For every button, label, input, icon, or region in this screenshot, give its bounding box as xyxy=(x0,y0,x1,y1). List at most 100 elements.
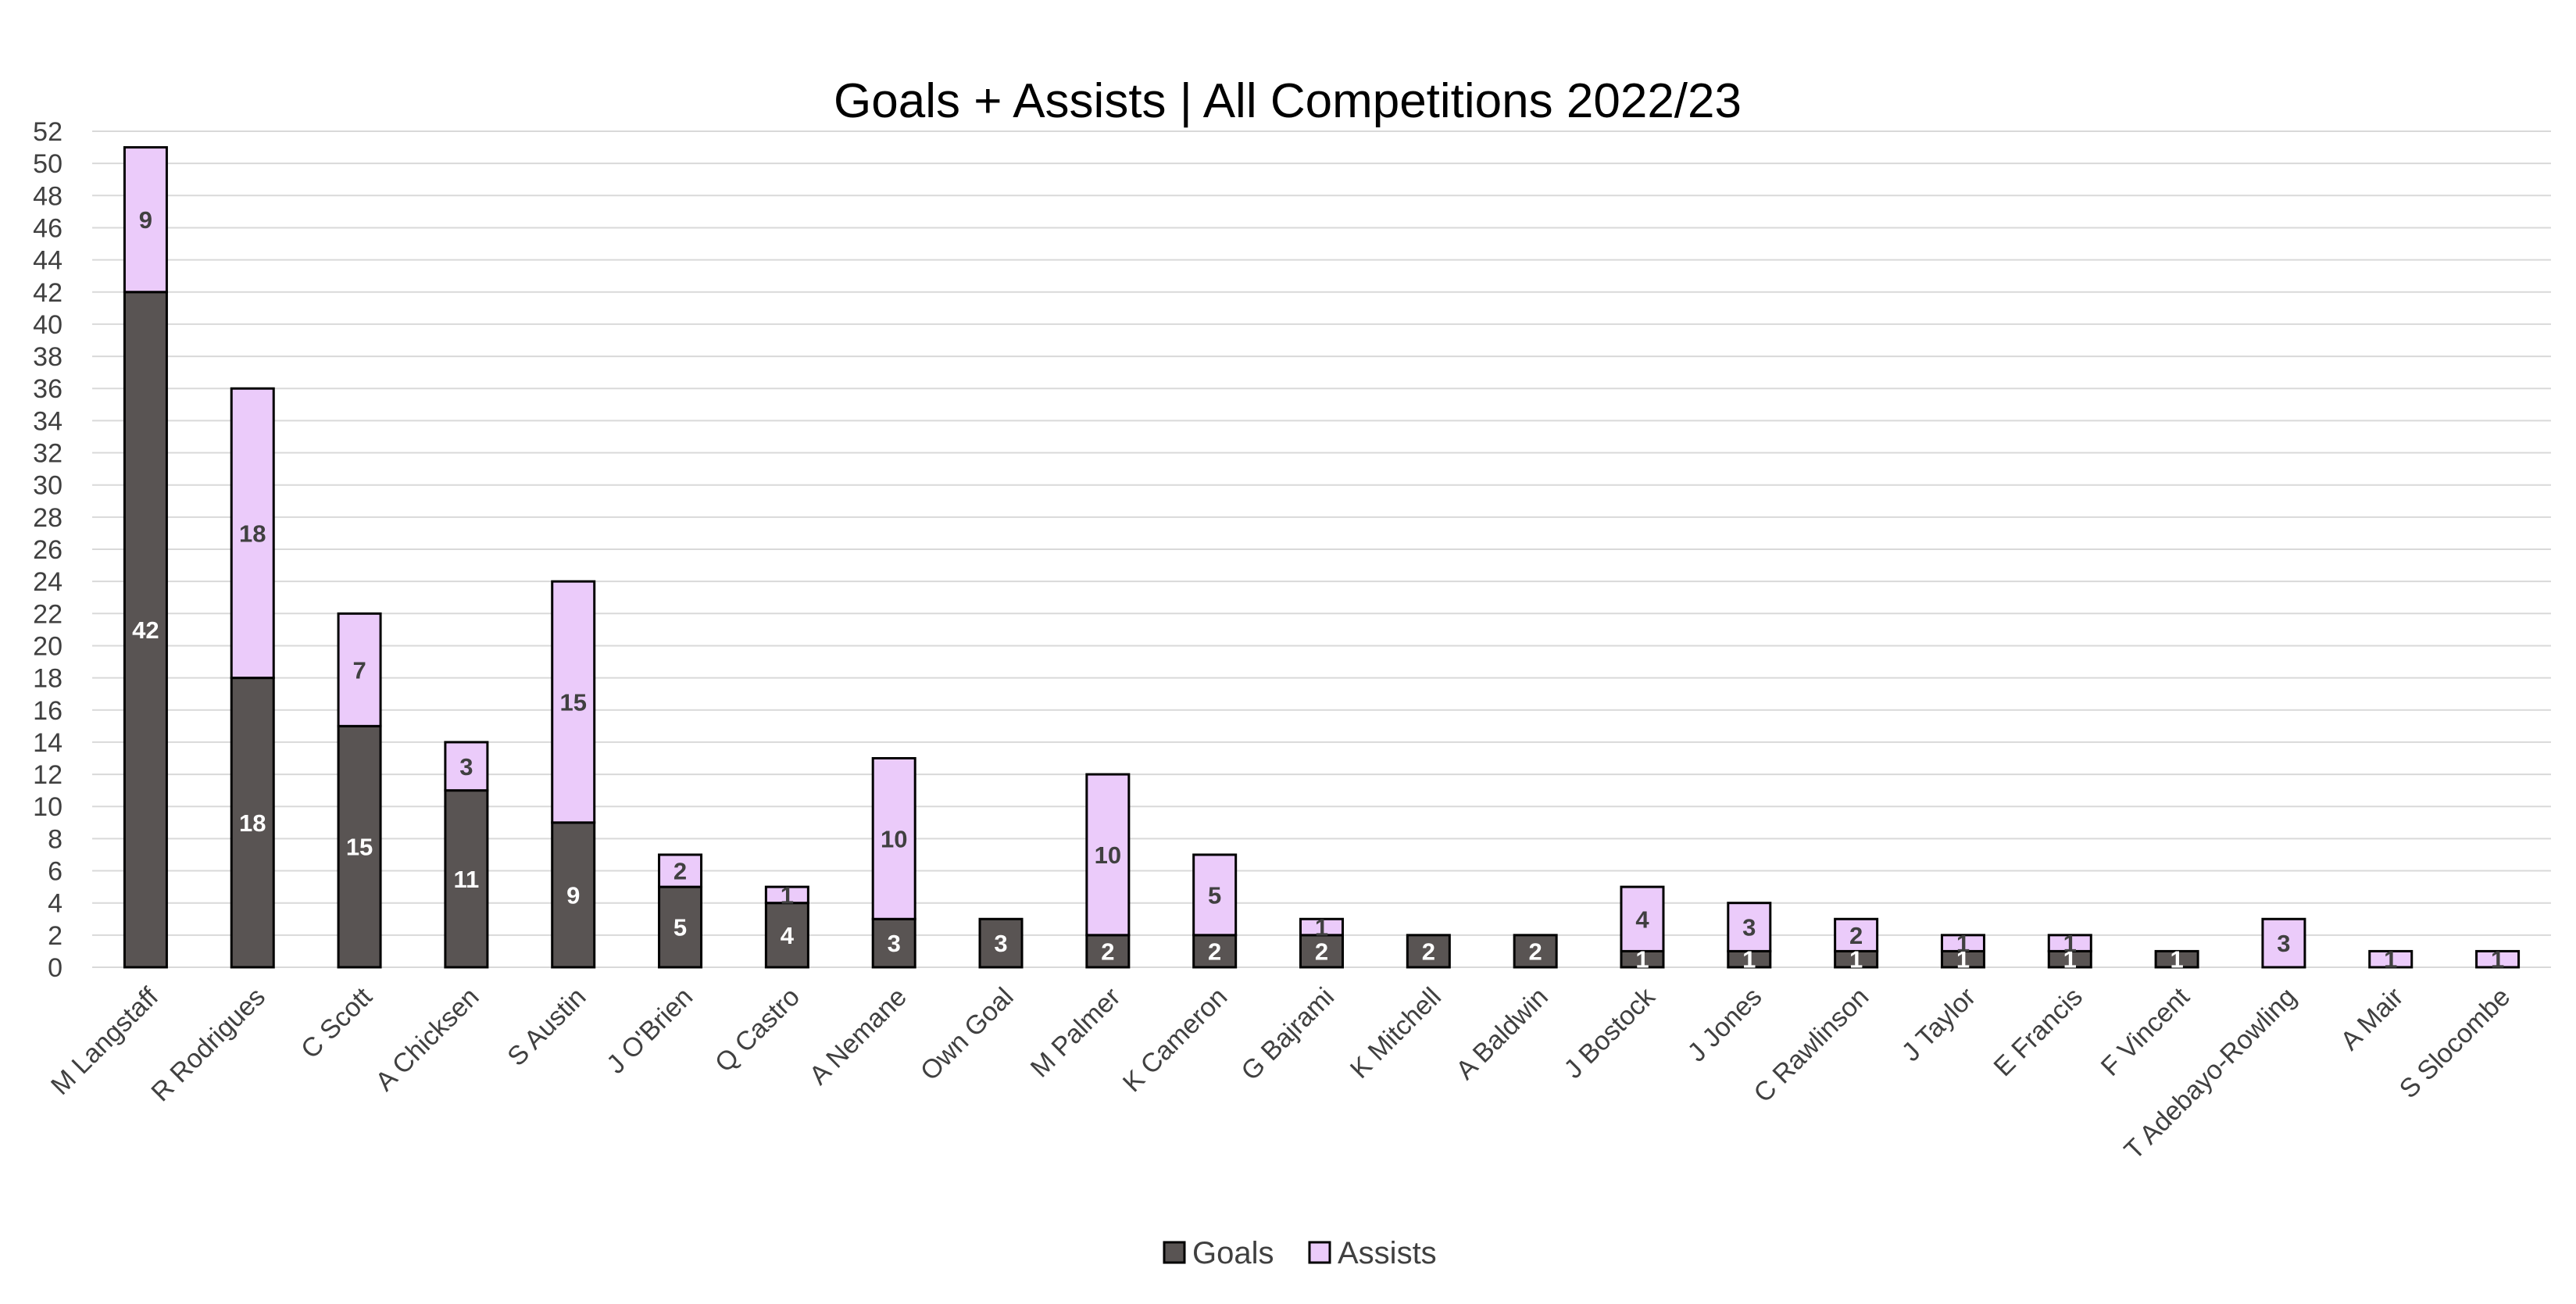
data-label-assists: 1 xyxy=(781,881,794,909)
y-tick-label: 8 xyxy=(48,824,63,854)
chart-title: Goals + Assists | All Competitions 2022/… xyxy=(834,74,1742,128)
x-tick-label: E Francis xyxy=(1988,982,2088,1082)
data-label-assists: 1 xyxy=(2491,946,2504,974)
bar-assists xyxy=(764,885,809,905)
data-label-goals: 11 xyxy=(454,866,480,893)
x-tick-label: A Chicksen xyxy=(370,982,484,1097)
x-tick-label: J Jones xyxy=(1682,982,1768,1068)
data-label-assists: 10 xyxy=(1095,841,1121,869)
y-tick-label: 34 xyxy=(33,406,63,436)
x-tick-label: Q Castro xyxy=(709,982,806,1078)
data-label-goals: 9 xyxy=(566,881,580,909)
bar-assists xyxy=(1299,917,1344,937)
bar-goals xyxy=(1513,934,1558,969)
x-tick-label: K Cameron xyxy=(1117,982,1233,1098)
x-tick-label: M Palmer xyxy=(1025,982,1127,1084)
data-label-assists: 10 xyxy=(881,825,907,852)
data-label-assists: 4 xyxy=(1635,906,1649,933)
bar-assists xyxy=(2047,934,2092,952)
data-label-assists: 15 xyxy=(559,688,586,716)
bars xyxy=(123,146,2521,969)
x-tick-label: R Rodrigues xyxy=(145,982,271,1108)
x-tick-label: S Slocombe xyxy=(2394,982,2517,1105)
x-tick-label: C Rawlinson xyxy=(1748,982,1874,1109)
data-label-goals: 18 xyxy=(239,809,266,837)
y-tick-label: 12 xyxy=(33,760,63,790)
x-tick-label: A Baldwin xyxy=(1450,982,1553,1085)
y-tick-label: 0 xyxy=(48,953,63,983)
legend-label-goals: Goals xyxy=(1192,1236,1274,1270)
y-tick-label: 20 xyxy=(33,631,63,661)
x-tick-label: S Austin xyxy=(502,982,591,1072)
y-tick-label: 26 xyxy=(33,535,63,565)
bar-assists xyxy=(1192,853,1238,937)
data-label-assists: 1 xyxy=(2063,930,2077,957)
bar-goals xyxy=(658,885,703,969)
bar-goals xyxy=(1406,934,1451,969)
y-tick-label: 16 xyxy=(33,696,63,726)
legend: Goals Assists xyxy=(1163,1236,1437,1270)
data-label-assists: 1 xyxy=(1956,930,1970,957)
data-label-goals: 2 xyxy=(1208,938,1221,965)
data-label-goals: 2 xyxy=(1315,938,1328,965)
data-label-goals: 3 xyxy=(994,930,1007,957)
y-tick-label: 4 xyxy=(48,889,63,919)
x-tick-label: J O'Brien xyxy=(601,982,698,1080)
data-label-goals: 1 xyxy=(2170,946,2183,974)
bar-assists xyxy=(230,387,275,680)
y-tick-label: 48 xyxy=(33,181,63,211)
data-label-goals: 2 xyxy=(1422,938,1435,965)
y-tick-label: 40 xyxy=(33,310,63,340)
x-tick-label: J Bostock xyxy=(1559,981,1662,1084)
data-label-goals: 4 xyxy=(781,922,795,949)
x-tick-label: Own Goal xyxy=(915,982,1020,1087)
legend-swatch-assists xyxy=(1308,1241,1331,1264)
bar-assists xyxy=(2475,949,2521,969)
data-label-goals: 1 xyxy=(1956,946,1970,974)
y-tick-label: 10 xyxy=(33,792,63,822)
bar-assists xyxy=(444,741,489,792)
y-tick-label: 22 xyxy=(33,599,63,629)
data-label-assists: 1 xyxy=(2384,946,2397,974)
y-tick-label: 6 xyxy=(48,857,63,887)
data-label-assists: 7 xyxy=(352,656,366,684)
legend-swatch-goals xyxy=(1163,1241,1186,1264)
bar-assists xyxy=(1834,917,1879,952)
bar-assists xyxy=(123,146,168,294)
bar-assists xyxy=(2261,917,2306,969)
legend-label-assists: Assists xyxy=(1338,1236,1437,1270)
data-label-goals: 15 xyxy=(346,834,373,861)
x-tick-label: J Taylor xyxy=(1896,982,1981,1067)
data-label-goals: 1 xyxy=(1849,946,1863,974)
data-label-goals: 1 xyxy=(1742,946,1756,974)
y-tick-label: 36 xyxy=(33,374,63,404)
x-tick-label: C Scott xyxy=(295,981,378,1064)
data-label-assists: 3 xyxy=(1742,914,1756,941)
y-tick-label: 32 xyxy=(33,439,63,469)
data-label-goals: 1 xyxy=(1635,946,1649,974)
y-tick-label: 46 xyxy=(33,213,63,243)
data-label-assists: 3 xyxy=(2277,930,2290,957)
y-tick-label: 24 xyxy=(33,567,63,597)
bar-assists xyxy=(337,612,382,727)
data-label-goals: 2 xyxy=(1529,938,1542,965)
bar-assists xyxy=(658,853,703,888)
bar-goals xyxy=(123,291,168,969)
y-tick-label: 18 xyxy=(33,664,63,694)
y-tick-label: 14 xyxy=(33,728,63,758)
data-label-goals: 3 xyxy=(888,930,901,957)
y-tick-label: 50 xyxy=(33,149,63,179)
gridlines xyxy=(92,130,2551,968)
y-tick-label: 42 xyxy=(33,278,63,308)
data-label-assists: 18 xyxy=(239,520,266,547)
bar-goals xyxy=(871,917,916,969)
bar-goals xyxy=(978,917,1024,969)
x-tick-label: M Langstaff xyxy=(45,981,164,1100)
data-label-assists: 2 xyxy=(1849,922,1863,949)
data-label-assists: 1 xyxy=(1315,914,1328,941)
data-label-assists: 2 xyxy=(673,858,687,885)
bar-assists xyxy=(2368,949,2413,969)
y-axis: 0246810121416182022242628303234363840424… xyxy=(33,117,63,983)
y-tick-label: 28 xyxy=(33,503,63,533)
